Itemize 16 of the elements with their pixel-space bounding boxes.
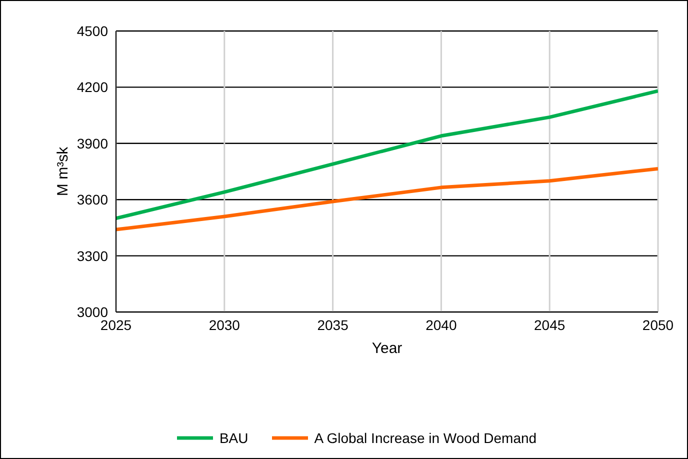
legend-label: BAU (218, 430, 248, 446)
x-axis-title: Year (372, 340, 402, 357)
x-tick-label: 2030 (208, 316, 240, 333)
y-tick-label: 3900 (76, 135, 108, 152)
line-series (116, 166, 658, 232)
y-axis-title: M m³sk (54, 146, 72, 196)
y-tick-label: 4500 (76, 22, 108, 39)
x-tick-label: 2050 (642, 316, 674, 333)
y-tick-label: 4200 (76, 79, 108, 96)
x-tick-label: 2035 (317, 316, 349, 333)
line-series (116, 89, 658, 220)
y-tick-label: 3300 (76, 248, 108, 264)
x-tick-label: 2045 (534, 316, 566, 333)
x-tick-label: 2040 (426, 316, 457, 333)
y-tick-label: 3600 (76, 192, 108, 208)
legend-label: A Global Increase in Wood Demand (313, 430, 537, 446)
